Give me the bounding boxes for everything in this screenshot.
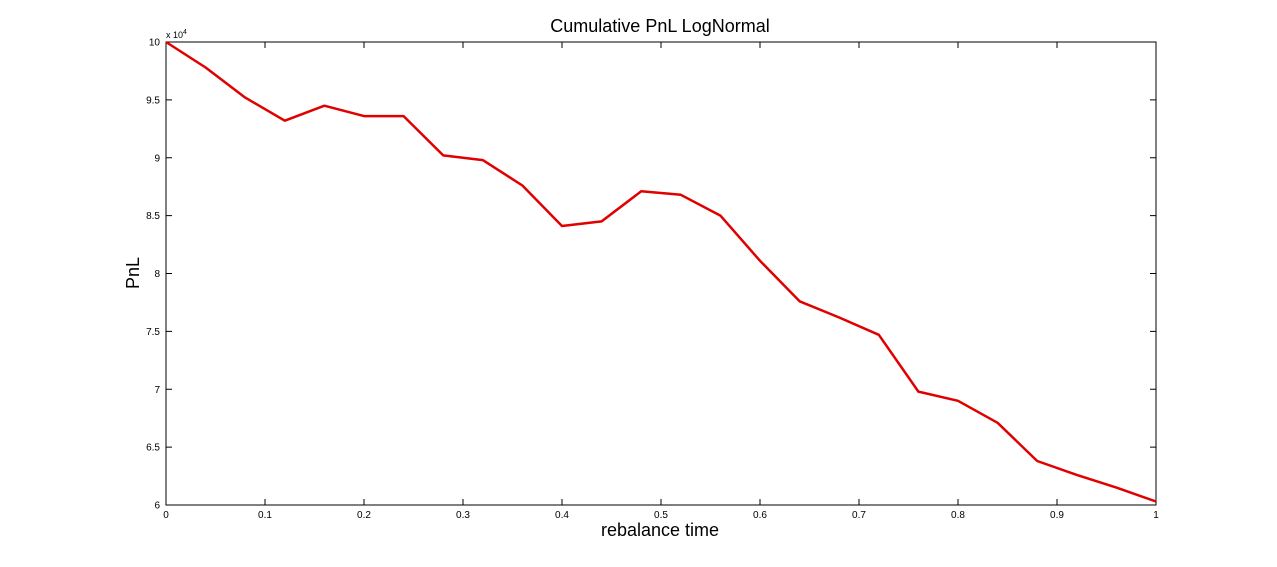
chart-title: Cumulative PnL LogNormal [550,16,769,36]
x-axis-ticks: 0 0.1 0.2 0.3 0.4 0.5 0.6 0.7 0.8 0.9 1 [163,42,1159,521]
y-tick-label: 9 [154,153,160,164]
x-axis-label: rebalance time [601,520,719,540]
x-tick-label: 0.7 [852,510,866,521]
y-axis-multiplier: x 104 [166,29,187,40]
x-tick-label: 0.6 [753,510,767,521]
x-tick-label: 0.4 [555,510,569,521]
pnl-series-line [165,40,1157,503]
y-tick-label: 7 [154,385,160,396]
x-tick-label: 0.9 [1050,510,1064,521]
y-tick-label: 8 [154,269,160,280]
x-tick-label: 0.5 [654,510,668,521]
x-tick-label: 0.3 [456,510,470,521]
y-tick-label: 9.5 [146,95,160,106]
y-tick-label: 6 [154,501,160,512]
y-tick-label: 6.5 [146,443,160,454]
x-tick-label: 0 [163,510,169,521]
y-axis-multiplier-base: x 10 [166,30,183,40]
y-tick-label: 7.5 [146,327,160,338]
y-axis-ticks: 6 6.5 7 7.5 8 8.5 9 9.5 10 [146,38,1156,512]
x-tick-label: 0.8 [951,510,965,521]
y-tick-label: 10 [149,38,161,49]
x-tick-label: 1 [1153,510,1159,521]
y-axis-label: PnL [123,257,143,289]
y-axis-multiplier-exponent: 4 [183,29,187,36]
x-tick-label: 0.2 [357,510,371,521]
x-tick-label: 0.1 [258,510,272,521]
y-tick-label: 8.5 [146,211,160,222]
